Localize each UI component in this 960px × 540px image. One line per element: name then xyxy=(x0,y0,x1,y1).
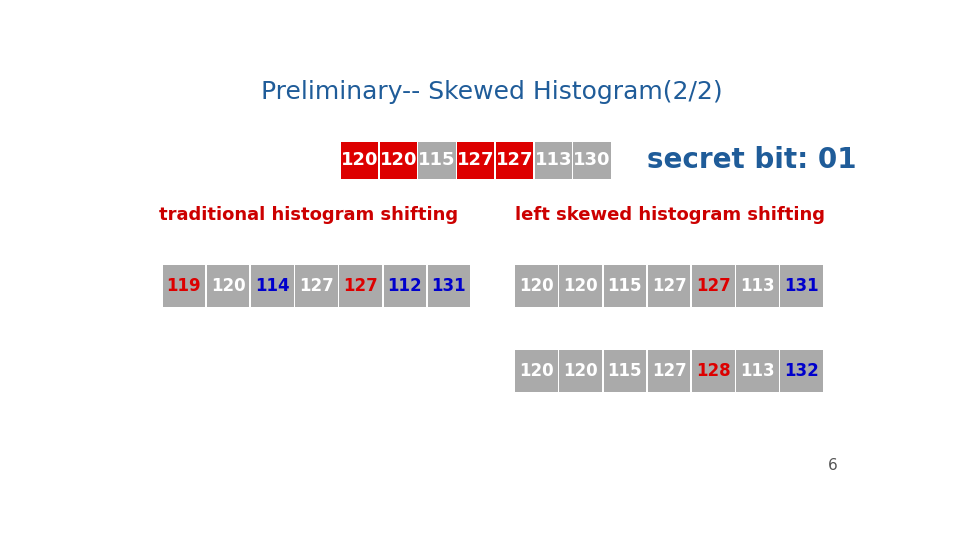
Bar xyxy=(560,265,602,307)
Bar xyxy=(780,350,823,392)
Text: left skewed histogram shifting: left skewed histogram shifting xyxy=(516,206,826,224)
Bar xyxy=(573,142,611,179)
Bar xyxy=(535,142,572,179)
Text: 127: 127 xyxy=(300,277,334,295)
Bar xyxy=(780,265,823,307)
Bar xyxy=(736,350,779,392)
Bar xyxy=(295,265,338,307)
Text: 114: 114 xyxy=(255,277,290,295)
Bar xyxy=(427,265,470,307)
Bar xyxy=(419,142,456,179)
Bar xyxy=(339,265,382,307)
Bar xyxy=(692,350,734,392)
Text: 113: 113 xyxy=(535,151,572,169)
Bar xyxy=(341,142,378,179)
Text: 127: 127 xyxy=(652,362,686,380)
Text: 115: 115 xyxy=(608,277,642,295)
Bar xyxy=(162,265,205,307)
Text: 120: 120 xyxy=(211,277,246,295)
Text: secret bit: 01: secret bit: 01 xyxy=(647,146,856,174)
Text: 120: 120 xyxy=(519,277,554,295)
Text: 119: 119 xyxy=(167,277,202,295)
Text: 127: 127 xyxy=(495,151,533,169)
Text: 120: 120 xyxy=(341,151,378,169)
Text: 132: 132 xyxy=(784,362,819,380)
Text: 128: 128 xyxy=(696,362,731,380)
Text: 131: 131 xyxy=(432,277,467,295)
Text: 130: 130 xyxy=(573,151,611,169)
Text: 120: 120 xyxy=(379,151,417,169)
Bar xyxy=(379,142,417,179)
Text: Preliminary-- Skewed Histogram(2/2): Preliminary-- Skewed Histogram(2/2) xyxy=(261,80,723,104)
Bar xyxy=(604,350,646,392)
Bar xyxy=(457,142,494,179)
Text: 6: 6 xyxy=(828,458,838,472)
Text: 120: 120 xyxy=(564,277,598,295)
Text: 120: 120 xyxy=(564,362,598,380)
Text: traditional histogram shifting: traditional histogram shifting xyxy=(158,206,458,224)
Text: 127: 127 xyxy=(696,277,731,295)
Bar xyxy=(648,265,690,307)
Bar xyxy=(383,265,426,307)
Bar xyxy=(496,142,533,179)
Bar xyxy=(736,265,779,307)
Text: 112: 112 xyxy=(388,277,422,295)
Bar xyxy=(560,350,602,392)
Bar xyxy=(251,265,294,307)
Text: 131: 131 xyxy=(784,277,819,295)
Text: 127: 127 xyxy=(344,277,378,295)
Bar xyxy=(516,265,558,307)
Text: 127: 127 xyxy=(457,151,494,169)
Text: 127: 127 xyxy=(652,277,686,295)
Text: 113: 113 xyxy=(740,277,775,295)
Bar xyxy=(604,265,646,307)
Text: 113: 113 xyxy=(740,362,775,380)
Text: 120: 120 xyxy=(519,362,554,380)
Bar xyxy=(516,350,558,392)
Bar xyxy=(648,350,690,392)
Text: 115: 115 xyxy=(419,151,456,169)
Bar xyxy=(692,265,734,307)
Bar xyxy=(206,265,250,307)
Text: 115: 115 xyxy=(608,362,642,380)
